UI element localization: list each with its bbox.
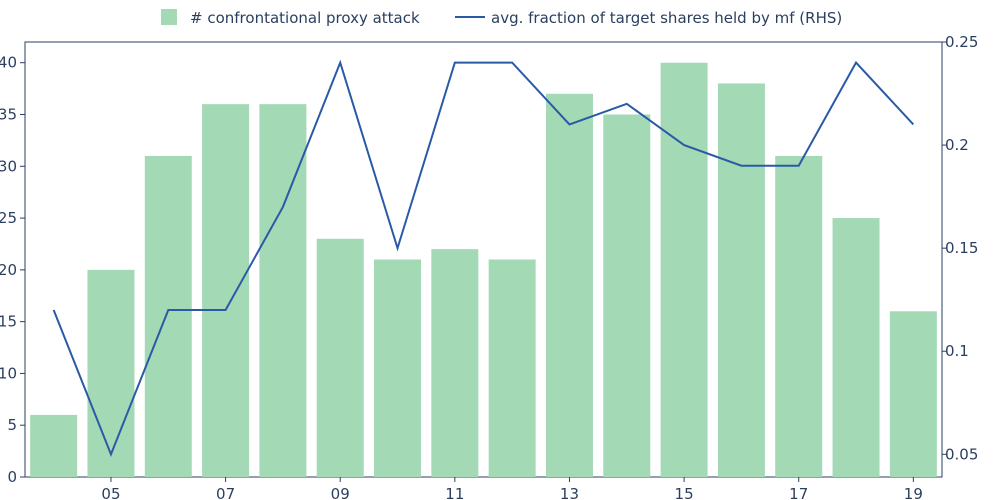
legend-bar-swatch bbox=[161, 9, 177, 25]
right-tick-label: 0.25 bbox=[945, 33, 978, 51]
x-axis: 05 07 09 11 13 15 17 19 bbox=[101, 477, 923, 500]
bar-09 bbox=[316, 238, 364, 477]
x-tick-label: 11 bbox=[445, 485, 464, 500]
bar-13 bbox=[545, 93, 593, 477]
bar-05 bbox=[87, 269, 135, 477]
bar-04 bbox=[30, 414, 78, 477]
right-y-axis: 0.05 0.1 0.15 0.2 0.25 bbox=[942, 33, 978, 463]
plot-frame bbox=[24, 41, 943, 478]
bar-16 bbox=[717, 83, 765, 478]
left-tick-label: 30 bbox=[0, 157, 17, 175]
bar-08 bbox=[259, 104, 307, 477]
bar-19 bbox=[889, 311, 937, 477]
x-tick-label: 15 bbox=[675, 485, 694, 500]
x-tick-label: 07 bbox=[216, 485, 235, 500]
left-tick-label: 40 bbox=[0, 54, 17, 72]
bar-06 bbox=[144, 155, 192, 477]
right-tick-label: 0.05 bbox=[945, 445, 978, 463]
bar-07 bbox=[202, 104, 250, 477]
x-tick-label: 13 bbox=[560, 485, 579, 500]
bar-12 bbox=[488, 259, 536, 477]
x-tick-label: 09 bbox=[331, 485, 350, 500]
legend: # confrontational proxy attack avg. fract… bbox=[161, 9, 842, 27]
line-series bbox=[52, 59, 915, 458]
x-tick-label: 05 bbox=[101, 485, 120, 500]
left-tick-label: 20 bbox=[0, 261, 17, 279]
bar-10 bbox=[374, 259, 422, 477]
bar-15 bbox=[660, 62, 708, 478]
left-tick-label: 0 bbox=[7, 468, 17, 486]
fraction-line bbox=[52, 59, 915, 458]
bar-14 bbox=[603, 114, 651, 477]
left-tick-label: 25 bbox=[0, 209, 17, 227]
left-tick-label: 35 bbox=[0, 106, 17, 124]
x-tick-label: 17 bbox=[789, 485, 808, 500]
right-tick-label: 0.15 bbox=[945, 239, 978, 257]
left-y-axis: 0 5 10 15 20 25 30 35 40 bbox=[0, 54, 25, 486]
left-tick-label: 15 bbox=[0, 313, 17, 331]
bar-17 bbox=[775, 155, 823, 477]
left-tick-label: 10 bbox=[0, 364, 17, 382]
bar-11 bbox=[431, 249, 479, 477]
x-tick-label: 19 bbox=[904, 485, 923, 500]
legend-bar-label: # confrontational proxy attack bbox=[190, 9, 420, 27]
bar-18 bbox=[832, 218, 880, 477]
left-tick-label: 5 bbox=[7, 416, 17, 434]
legend-line-label: avg. fraction of target shares held by m… bbox=[491, 9, 842, 27]
bar-series bbox=[30, 62, 937, 478]
right-tick-label: 0.2 bbox=[945, 136, 969, 154]
right-tick-label: 0.1 bbox=[945, 342, 969, 360]
